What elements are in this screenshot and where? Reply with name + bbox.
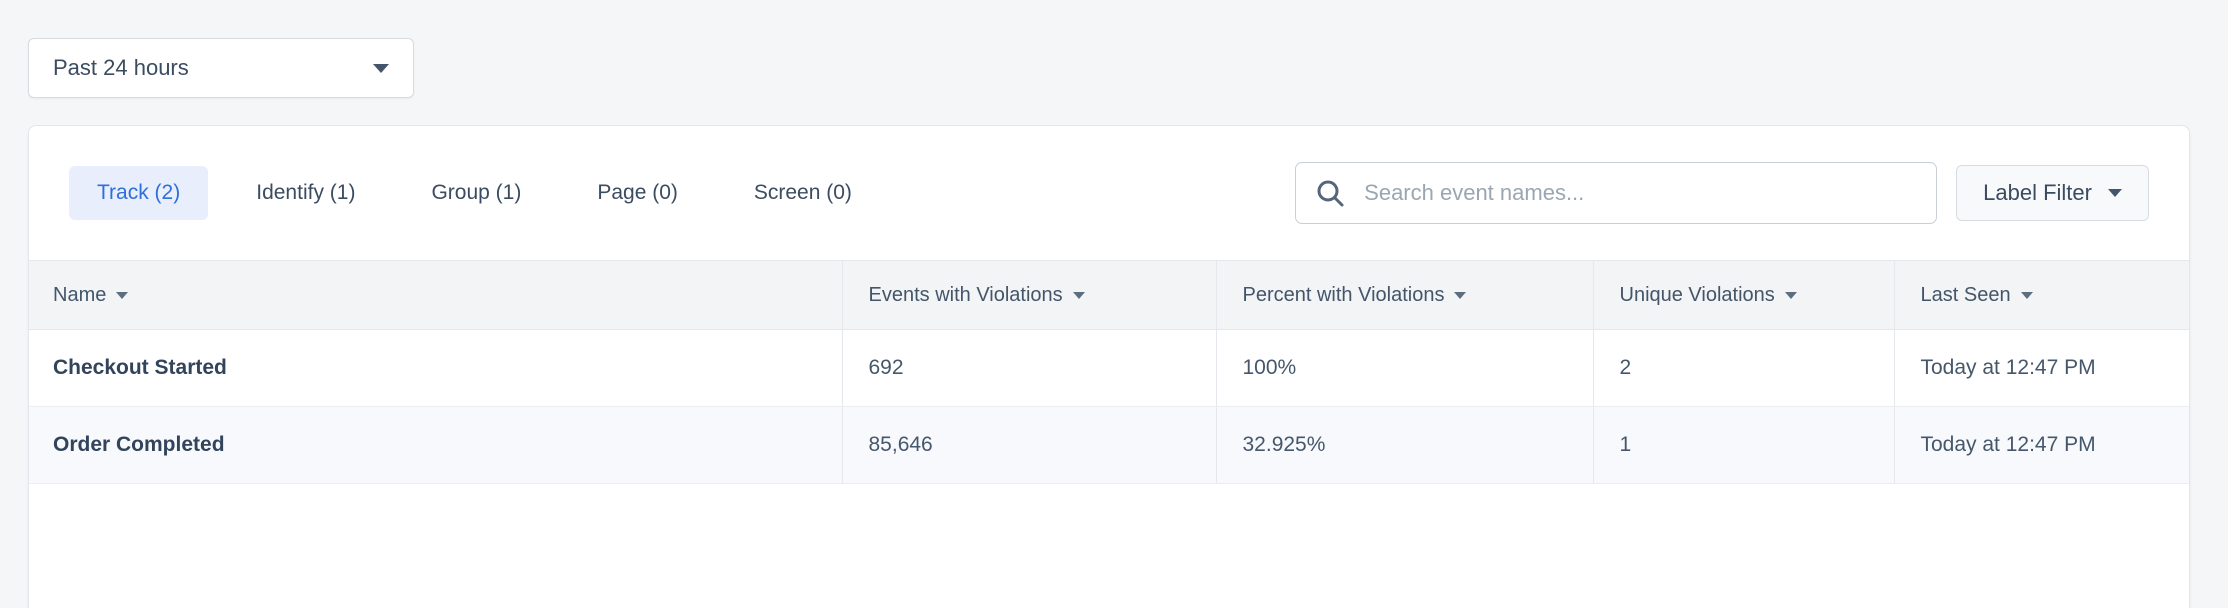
event-search: [1295, 162, 1938, 224]
chevron-down-icon: [373, 63, 389, 73]
event-name-cell[interactable]: Order Completed: [29, 406, 843, 484]
sort-caret-icon: [1784, 291, 1797, 299]
unique-violations-cell: 1: [1593, 406, 1895, 484]
time-range-dropdown[interactable]: Past 24 hours: [28, 38, 414, 98]
column-header-name[interactable]: Name: [29, 260, 843, 330]
tab-page[interactable]: Page (0): [569, 166, 706, 220]
table-row[interactable]: Checkout Started 692 100% 2 Today at 12:…: [29, 329, 2189, 407]
events-with-violations-cell: 85,646: [842, 406, 1217, 484]
column-header-unique-violations[interactable]: Unique Violations: [1593, 260, 1895, 330]
tab-track[interactable]: Track (2): [69, 166, 209, 220]
tab-screen[interactable]: Screen (0): [726, 166, 880, 220]
tab-identify[interactable]: Identify (1): [228, 166, 383, 220]
last-seen-cell: Today at 12:47 PM: [1894, 329, 2189, 407]
percent-with-violations-cell: 100%: [1216, 329, 1594, 407]
events-with-violations-cell: 692: [842, 329, 1217, 407]
event-type-tabs: Track (2) Identify (1) Group (1) Page (0…: [69, 166, 880, 220]
sort-caret-icon: [116, 291, 129, 299]
violations-table: Name Events with Violations Percent with…: [29, 260, 2189, 484]
sort-caret-icon: [2020, 291, 2033, 299]
column-header-percent-with-violations[interactable]: Percent with Violations: [1216, 260, 1594, 330]
table-header-row: Name Events with Violations Percent with…: [29, 260, 2189, 330]
last-seen-cell: Today at 12:47 PM: [1894, 406, 2189, 484]
label-filter-text: Label Filter: [1983, 180, 2092, 205]
label-filter-button[interactable]: Label Filter: [1956, 165, 2149, 221]
panel-toolbar: Track (2) Identify (1) Group (1) Page (0…: [29, 126, 2189, 260]
tab-group[interactable]: Group (1): [403, 166, 549, 220]
time-range-value: Past 24 hours: [53, 55, 189, 80]
percent-with-violations-cell: 32.925%: [1216, 406, 1594, 484]
chevron-down-icon: [2108, 189, 2122, 197]
table-row[interactable]: Order Completed 85,646 32.925% 1 Today a…: [29, 406, 2189, 484]
unique-violations-cell: 2: [1593, 329, 1895, 407]
column-header-last-seen[interactable]: Last Seen: [1894, 260, 2189, 330]
column-header-events-with-violations[interactable]: Events with Violations: [842, 260, 1217, 330]
search-input[interactable]: [1295, 162, 1938, 224]
sort-caret-icon: [1072, 291, 1085, 299]
event-name-cell[interactable]: Checkout Started: [29, 329, 843, 407]
violations-panel: Track (2) Identify (1) Group (1) Page (0…: [28, 125, 2190, 608]
sort-caret-icon: [1454, 291, 1467, 299]
